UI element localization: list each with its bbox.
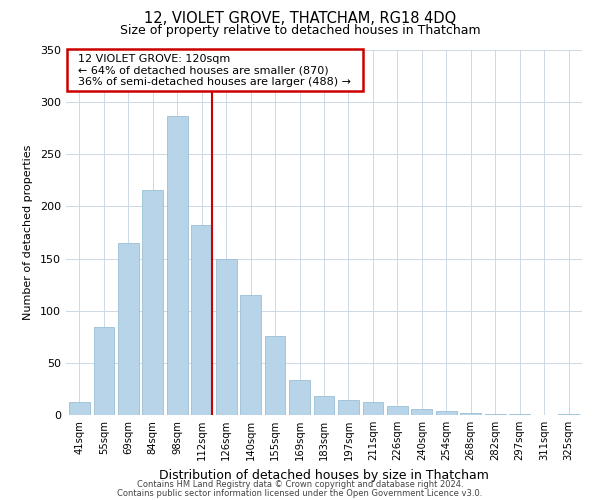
Bar [289,380,310,415]
X-axis label: Distribution of detached houses by size in Thatcham: Distribution of detached houses by size … [159,468,489,481]
Text: 12 VIOLET GROVE: 120sqm  
  ← 64% of detached houses are smaller (870)  
  36% o: 12 VIOLET GROVE: 120sqm ← 64% of detache… [71,54,358,87]
Bar [216,258,236,415]
Bar [118,243,139,415]
Bar [362,402,383,415]
Bar [314,396,334,415]
Bar [338,400,359,415]
Y-axis label: Number of detached properties: Number of detached properties [23,145,33,320]
Bar [558,414,579,415]
Bar [240,295,261,415]
Text: 12, VIOLET GROVE, THATCHAM, RG18 4DQ: 12, VIOLET GROVE, THATCHAM, RG18 4DQ [144,11,456,26]
Bar [94,328,114,415]
Bar [436,411,457,415]
Bar [485,414,506,415]
Text: Contains HM Land Registry data © Crown copyright and database right 2024.: Contains HM Land Registry data © Crown c… [137,480,463,489]
Bar [167,116,188,415]
Bar [142,190,163,415]
Bar [69,402,90,415]
Text: Contains public sector information licensed under the Open Government Licence v3: Contains public sector information licen… [118,488,482,498]
Bar [460,413,481,415]
Bar [387,406,408,415]
Bar [191,225,212,415]
Text: Size of property relative to detached houses in Thatcham: Size of property relative to detached ho… [119,24,481,37]
Bar [412,408,432,415]
Bar [265,336,286,415]
Bar [509,414,530,415]
